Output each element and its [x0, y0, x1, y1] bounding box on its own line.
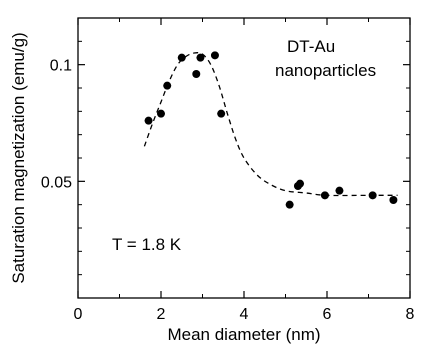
x-tick-label: 0 [74, 306, 83, 323]
x-tick-label: 6 [323, 306, 332, 323]
data-point [210, 51, 219, 60]
x-tick-label: 2 [157, 306, 166, 323]
data-point [320, 191, 329, 200]
data-point [296, 179, 305, 188]
data-point [177, 53, 186, 62]
data-points [144, 51, 398, 209]
y-tick-label: 0.1 [50, 58, 72, 75]
ticks [77, 18, 411, 298]
data-point [196, 53, 205, 62]
data-point [368, 191, 377, 200]
x-tick-label: 8 [406, 306, 415, 323]
data-point [144, 116, 153, 125]
data-point [335, 186, 344, 195]
annotation-material-line2: nanoparticles [275, 61, 376, 80]
annotation-material-line1: DT-Au [287, 37, 335, 56]
data-point [192, 70, 201, 78]
data-point [285, 200, 294, 209]
x-axis-title: Mean diameter (nm) [167, 325, 320, 344]
annotation-temperature: T = 1.8 K [112, 235, 182, 254]
data-point [163, 81, 172, 90]
data-point [217, 109, 226, 118]
data-point [157, 109, 165, 118]
tick-labels: 0 2 4 6 8 0.05 0.1 [41, 58, 415, 323]
y-axis-title: Saturation magnetization (emu/g) [9, 32, 28, 283]
data-point [389, 196, 398, 204]
x-tick-label: 4 [240, 306, 249, 323]
y-tick-label: 0.05 [41, 174, 72, 191]
plot-frame [77, 17, 411, 299]
